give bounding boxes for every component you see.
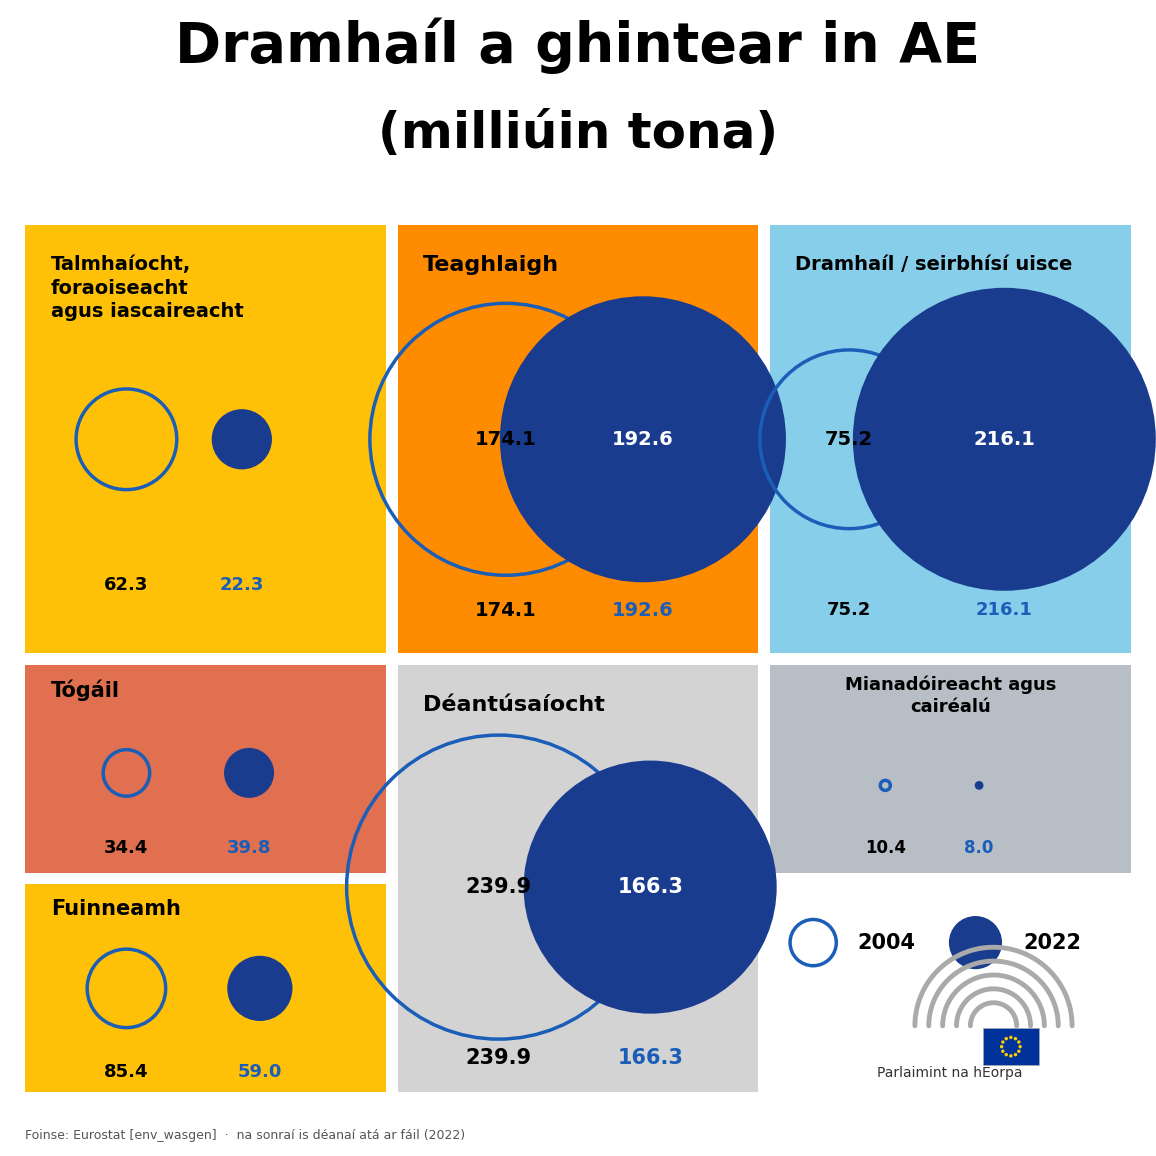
Circle shape xyxy=(499,296,786,583)
Text: Tógáil: Tógáil xyxy=(51,680,120,701)
Text: Teaghlaigh: Teaghlaigh xyxy=(423,255,560,275)
Circle shape xyxy=(1009,1036,1013,1039)
Circle shape xyxy=(1001,1050,1005,1053)
Text: 8.0: 8.0 xyxy=(964,839,994,857)
Text: 2004: 2004 xyxy=(857,933,916,953)
Circle shape xyxy=(1009,1054,1013,1058)
Text: 239.9: 239.9 xyxy=(466,1048,532,1068)
FancyBboxPatch shape xyxy=(770,884,1131,1092)
Circle shape xyxy=(1000,1045,1003,1048)
Text: 174.1: 174.1 xyxy=(475,601,536,620)
FancyBboxPatch shape xyxy=(25,665,386,873)
Text: Foinse: Eurostat [env_wasgen]  ·  na sonraí is déanaí atá ar fáil (2022): Foinse: Eurostat [env_wasgen] · na sonra… xyxy=(25,1129,466,1142)
Text: 166.3: 166.3 xyxy=(617,1048,683,1068)
Text: 10.4: 10.4 xyxy=(865,839,906,857)
Text: 62.3: 62.3 xyxy=(104,576,149,594)
Circle shape xyxy=(212,409,272,469)
Circle shape xyxy=(1017,1040,1021,1044)
Circle shape xyxy=(224,748,274,798)
FancyBboxPatch shape xyxy=(983,1028,1038,1065)
Text: (milliúin tona): (milliúin tona) xyxy=(378,110,778,158)
Text: 75.2: 75.2 xyxy=(825,430,873,449)
Text: 216.1: 216.1 xyxy=(976,601,1032,620)
Circle shape xyxy=(1001,1040,1005,1044)
FancyBboxPatch shape xyxy=(25,884,386,1092)
Text: 239.9: 239.9 xyxy=(466,877,532,897)
Text: 75.2: 75.2 xyxy=(827,601,872,620)
Text: 39.8: 39.8 xyxy=(227,839,272,857)
Circle shape xyxy=(1005,1053,1008,1057)
Text: Déantúsаíocht: Déantúsаíocht xyxy=(423,695,605,714)
Text: 59.0: 59.0 xyxy=(238,1062,282,1081)
Circle shape xyxy=(228,956,292,1021)
Text: Talmhaíocht,
foraoiseacht
agus iascaireacht: Talmhaíocht, foraoiseacht agus iascairea… xyxy=(51,255,244,321)
Circle shape xyxy=(524,761,777,1014)
Text: 216.1: 216.1 xyxy=(973,430,1036,449)
Circle shape xyxy=(1017,1050,1021,1053)
Circle shape xyxy=(853,288,1156,591)
Text: Mianadóireacht agus
cairéalú: Mianadóireacht agus cairéalú xyxy=(845,675,1055,716)
Text: 192.6: 192.6 xyxy=(612,430,674,449)
Text: 34.4: 34.4 xyxy=(104,839,149,857)
FancyBboxPatch shape xyxy=(398,225,758,653)
Circle shape xyxy=(975,781,984,790)
Text: Dramhaíl a ghintear in AE: Dramhaíl a ghintear in AE xyxy=(176,17,980,74)
Circle shape xyxy=(1005,1037,1008,1040)
Text: 174.1: 174.1 xyxy=(475,430,536,449)
Circle shape xyxy=(949,916,1002,969)
FancyBboxPatch shape xyxy=(770,665,1131,873)
Text: Fuinneamh: Fuinneamh xyxy=(51,899,180,919)
Text: 22.3: 22.3 xyxy=(220,576,264,594)
Circle shape xyxy=(1014,1053,1017,1057)
Circle shape xyxy=(1014,1037,1017,1040)
Text: 166.3: 166.3 xyxy=(617,877,683,897)
Circle shape xyxy=(1018,1045,1022,1048)
FancyBboxPatch shape xyxy=(25,225,386,653)
Text: Dramhaíl / seirbhísí uisce: Dramhaíl / seirbhísí uisce xyxy=(795,255,1073,274)
Text: 2022: 2022 xyxy=(1023,933,1081,953)
Text: 192.6: 192.6 xyxy=(612,601,674,620)
Text: 85.4: 85.4 xyxy=(104,1062,149,1081)
Text: Parlaimint na hEorpa: Parlaimint na hEorpa xyxy=(877,1066,1023,1080)
FancyBboxPatch shape xyxy=(398,665,758,1092)
FancyBboxPatch shape xyxy=(770,225,1131,653)
